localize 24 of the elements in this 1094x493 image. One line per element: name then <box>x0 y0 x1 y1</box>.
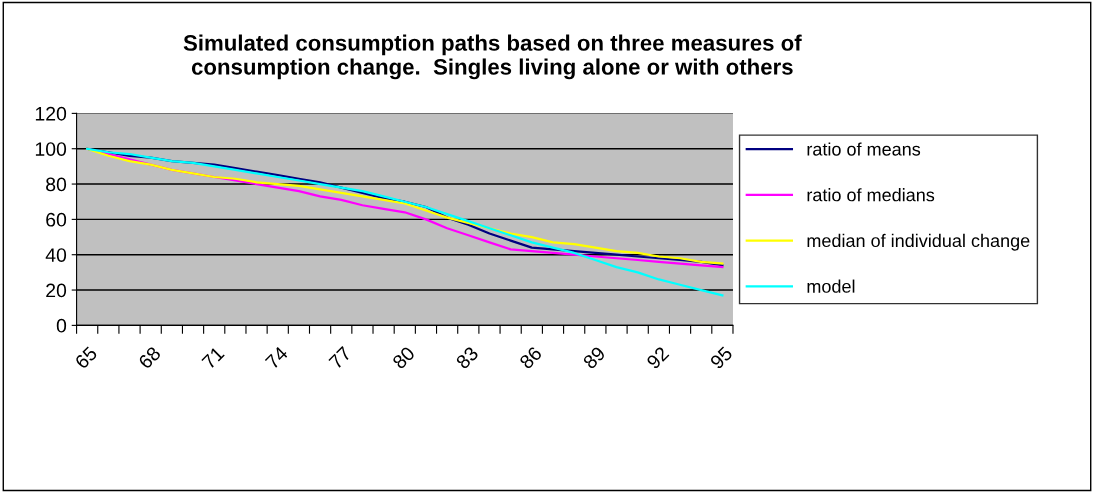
y-tick-label: 100 <box>35 142 67 156</box>
legend-label: model <box>807 279 855 293</box>
y-tick-label: 20 <box>46 283 67 298</box>
x-tick-label: 65 <box>74 345 98 370</box>
legend-label: ratio of means <box>807 142 921 156</box>
x-tick-label: 89 <box>582 345 607 370</box>
x-tick-label: 71 <box>201 346 225 370</box>
x-tick-label: 83 <box>455 345 480 370</box>
x-tick-label: 86 <box>518 345 543 370</box>
x-tick-label: 74 <box>264 345 289 370</box>
y-tick-label: 40 <box>45 248 67 262</box>
legend-label: ratio of medians <box>807 188 935 202</box>
y-tick-label: 80 <box>46 177 67 192</box>
x-tick-label: 77 <box>328 346 352 370</box>
line-series <box>86 147 724 297</box>
x-tick-label: 68 <box>137 345 162 370</box>
x-tick-label: 80 <box>391 345 416 370</box>
x-tick-label: 92 <box>645 345 670 370</box>
chart-title: Simulated consumption paths based on three measures of consumption change. Singles living alone or with others <box>183 34 802 80</box>
y-tick-label: 0 <box>56 318 67 333</box>
legend-label: median of individual change <box>807 233 1030 251</box>
x-tick-label: 95 <box>709 345 734 370</box>
y-tick-label: 60 <box>46 212 67 227</box>
y-tick-label: 120 <box>35 106 67 121</box>
